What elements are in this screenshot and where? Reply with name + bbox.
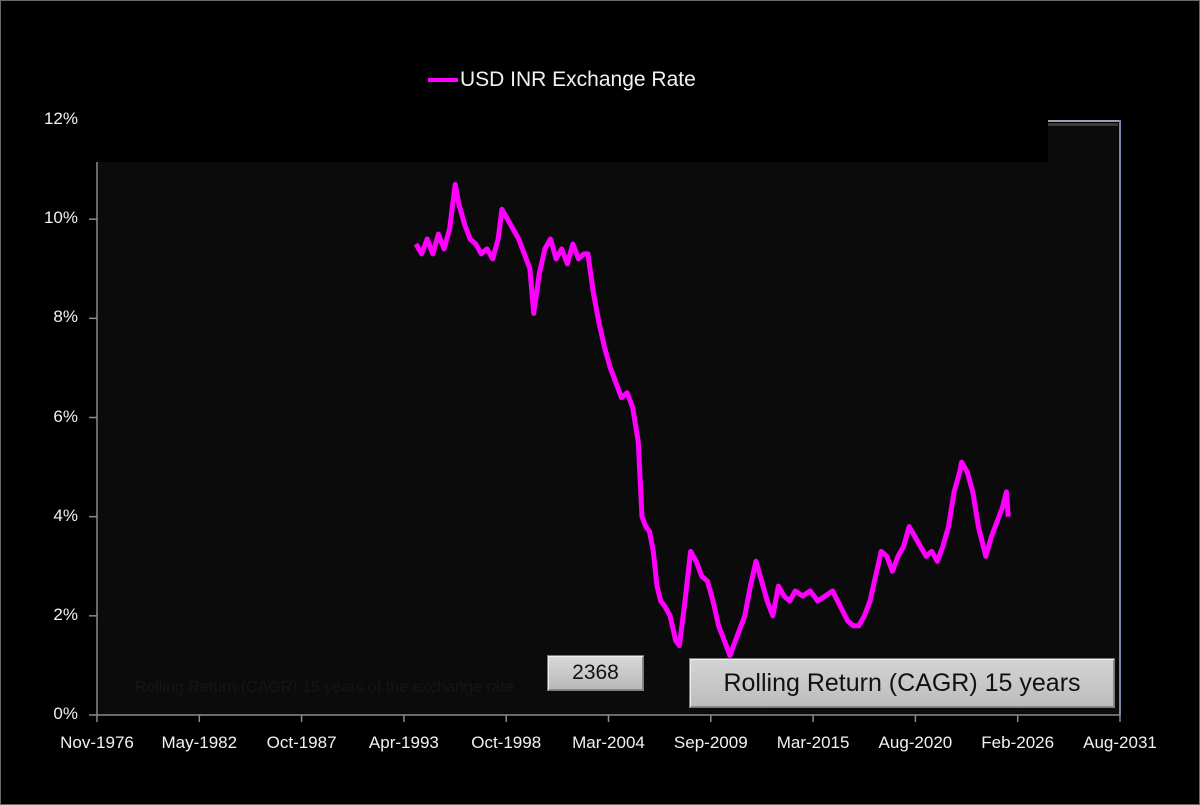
plot-border-shadow: [1048, 123, 1118, 126]
y-tick-label: 8%: [53, 307, 78, 327]
x-tick-label: Mar-2004: [572, 733, 645, 752]
x-tick-label: Apr-1993: [368, 733, 439, 752]
x-tick-label: Mar-2015: [776, 733, 850, 752]
x-tick-label: Sep-2009: [673, 733, 748, 752]
faint-background-text: Rolling Return (CAGR) 15 years of the ex…: [135, 679, 514, 696]
x-tick-label: Nov-1976: [60, 733, 134, 752]
plot-area: [98, 162, 1120, 715]
x-tick-label: Oct-1998: [471, 733, 542, 752]
series-line-usd-inr: [413, 182, 1011, 658]
x-tick-label: Aug-2020: [878, 733, 953, 752]
y-tick-label: 10%: [43, 208, 78, 228]
count-box: 2368: [547, 655, 644, 691]
x-tick-label: Aug-2031: [1083, 733, 1157, 752]
x-tick-label: Oct-1987: [266, 733, 337, 752]
y-tick-label: 6%: [53, 406, 78, 426]
legend: USD INR Exchange Rate: [428, 68, 696, 92]
axes: [89, 162, 1121, 722]
y-tick-label: 0%: [53, 704, 78, 723]
plot-area-top-right: [1048, 126, 1119, 162]
plot-border-right: [1119, 120, 1121, 715]
legend-label: USD INR Exchange Rate: [460, 68, 696, 91]
x-tick-label: Feb-2026: [981, 733, 1055, 752]
x-tick-label: May-1982: [161, 733, 238, 752]
y-tick-label: 4%: [53, 505, 78, 525]
y-tick-label: 12%: [43, 109, 78, 128]
plot-border-top: [1048, 120, 1120, 122]
chart-title-box: Rolling Return (CAGR) 15 years: [689, 658, 1115, 708]
y-tick-label: 2%: [53, 604, 78, 624]
legend-swatch: [428, 78, 458, 82]
